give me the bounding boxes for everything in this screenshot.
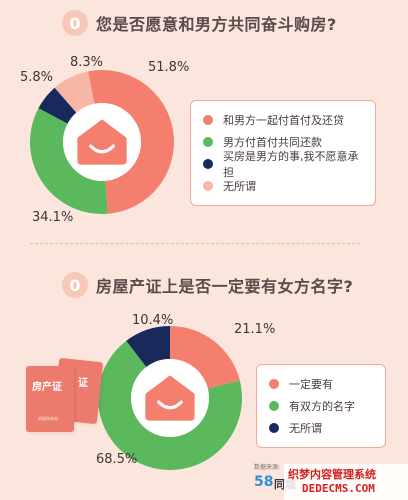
source-caption: 数据来源: <box>254 464 281 471</box>
chart-1-legend-item: 男方付首付共同还款 <box>203 131 363 153</box>
legend-dot <box>203 115 213 125</box>
legend-dot <box>203 159 213 169</box>
chart-1-house-smile-icon <box>77 119 127 165</box>
section-divider <box>30 243 360 244</box>
question-2-title: 房屋产证上是否一定要有女方名字? <box>96 277 354 296</box>
chart-2-label-1: 68.5% <box>96 452 138 467</box>
legend-dot <box>269 423 279 433</box>
chart-1-slice-3 <box>54 71 95 113</box>
chart-2-slice-2 <box>126 326 170 368</box>
chart-1-slice-2 <box>38 87 77 124</box>
chart-2-label-2: 10.4% <box>132 313 174 328</box>
legend-dot <box>203 181 213 191</box>
chart-2-slice-1 <box>97 340 243 471</box>
certificate-subtitle: 房屋所有权 <box>38 416 58 421</box>
question-2-header: 0 房屋产证上是否一定要有女方名字? <box>62 272 353 298</box>
question-1-header: 0 您是否愿意和男方共同奋斗购房? <box>62 10 337 36</box>
chart-2-house-smile-icon <box>145 375 195 421</box>
chart-2-legend-item: 无所谓 <box>269 417 373 439</box>
watermark-title: 织梦内容管理系统 <box>288 468 376 481</box>
chart-2-legend-item: 一定要有 <box>269 373 373 395</box>
chart-1-slice-1 <box>29 108 108 215</box>
chart-1-legend-item: 无所谓 <box>203 175 363 197</box>
brand-logo-number: 58 <box>254 474 274 490</box>
legend-label: 和男方一起付首付及还贷 <box>223 114 344 127</box>
legend-dot <box>269 401 279 411</box>
legend-label: 无所谓 <box>289 422 322 435</box>
chart-1-label-1: 34.1% <box>32 210 74 225</box>
certificate-title-2: 证 <box>78 378 88 389</box>
legend-dot <box>269 379 279 389</box>
chart-1-legend: 和男方一起付首付及还贷 男方付首付共同还款 买房是男方的事,我不愿意承担 无所谓 <box>190 100 376 206</box>
property-certificate-front <box>26 366 74 432</box>
chart-2-slice-0 <box>170 326 240 389</box>
legend-label: 一定要有 <box>289 378 333 391</box>
watermark-url: DEDECMS.COM <box>302 482 375 495</box>
watermark-background <box>284 464 408 500</box>
chart-2-legend-item: 有双方的名字 <box>269 395 373 417</box>
chart-1-donut <box>29 70 174 215</box>
chart-1-legend-item: 和男方一起付首付及还贷 <box>203 109 363 131</box>
legend-label: 买房是男方的事,我不愿意承担 <box>223 150 359 179</box>
chart-1-slice-0 <box>88 70 174 214</box>
chart-1-legend-item: 买房是男方的事,我不愿意承担 <box>203 150 363 179</box>
chart-2-label-0: 21.1% <box>234 322 276 337</box>
chart-1-label-2: 5.8% <box>20 70 54 85</box>
certificate-title: 房产证 <box>32 382 62 393</box>
chart-1-label-0: 51.8% <box>148 60 190 75</box>
question-1-title: 您是否愿意和男方共同奋斗购房? <box>96 15 337 34</box>
legend-dot <box>203 137 213 147</box>
chart-1-label-3: 8.3% <box>70 55 104 70</box>
chart-2-legend: 一定要有 有双方的名字 无所谓 <box>256 364 386 448</box>
legend-label: 有双方的名字 <box>289 400 355 413</box>
legend-label: 男方付首付共同还款 <box>223 136 322 149</box>
legend-label: 无所谓 <box>223 180 256 193</box>
question-1-badge: 0 <box>62 10 88 36</box>
question-2-badge: 0 <box>62 272 88 298</box>
